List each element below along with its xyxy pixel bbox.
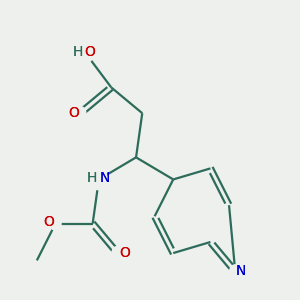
Text: O: O	[119, 246, 130, 260]
Text: H: H	[73, 45, 83, 59]
Text: N: N	[100, 171, 110, 184]
Text: O: O	[69, 106, 80, 120]
Circle shape	[75, 106, 86, 120]
Text: O: O	[119, 246, 130, 260]
Text: H: H	[87, 171, 97, 184]
Text: O: O	[43, 215, 54, 229]
Text: H: H	[73, 45, 83, 59]
Circle shape	[230, 265, 241, 278]
Text: O: O	[43, 215, 54, 229]
Text: H: H	[87, 171, 97, 184]
Circle shape	[50, 217, 61, 230]
Text: N: N	[236, 265, 246, 278]
Circle shape	[112, 246, 123, 260]
Text: O: O	[69, 106, 80, 120]
Text: N: N	[100, 171, 110, 184]
Text: N: N	[236, 265, 246, 278]
Circle shape	[90, 169, 107, 190]
Circle shape	[80, 46, 93, 62]
Text: O: O	[85, 45, 96, 59]
Text: O: O	[85, 45, 96, 59]
